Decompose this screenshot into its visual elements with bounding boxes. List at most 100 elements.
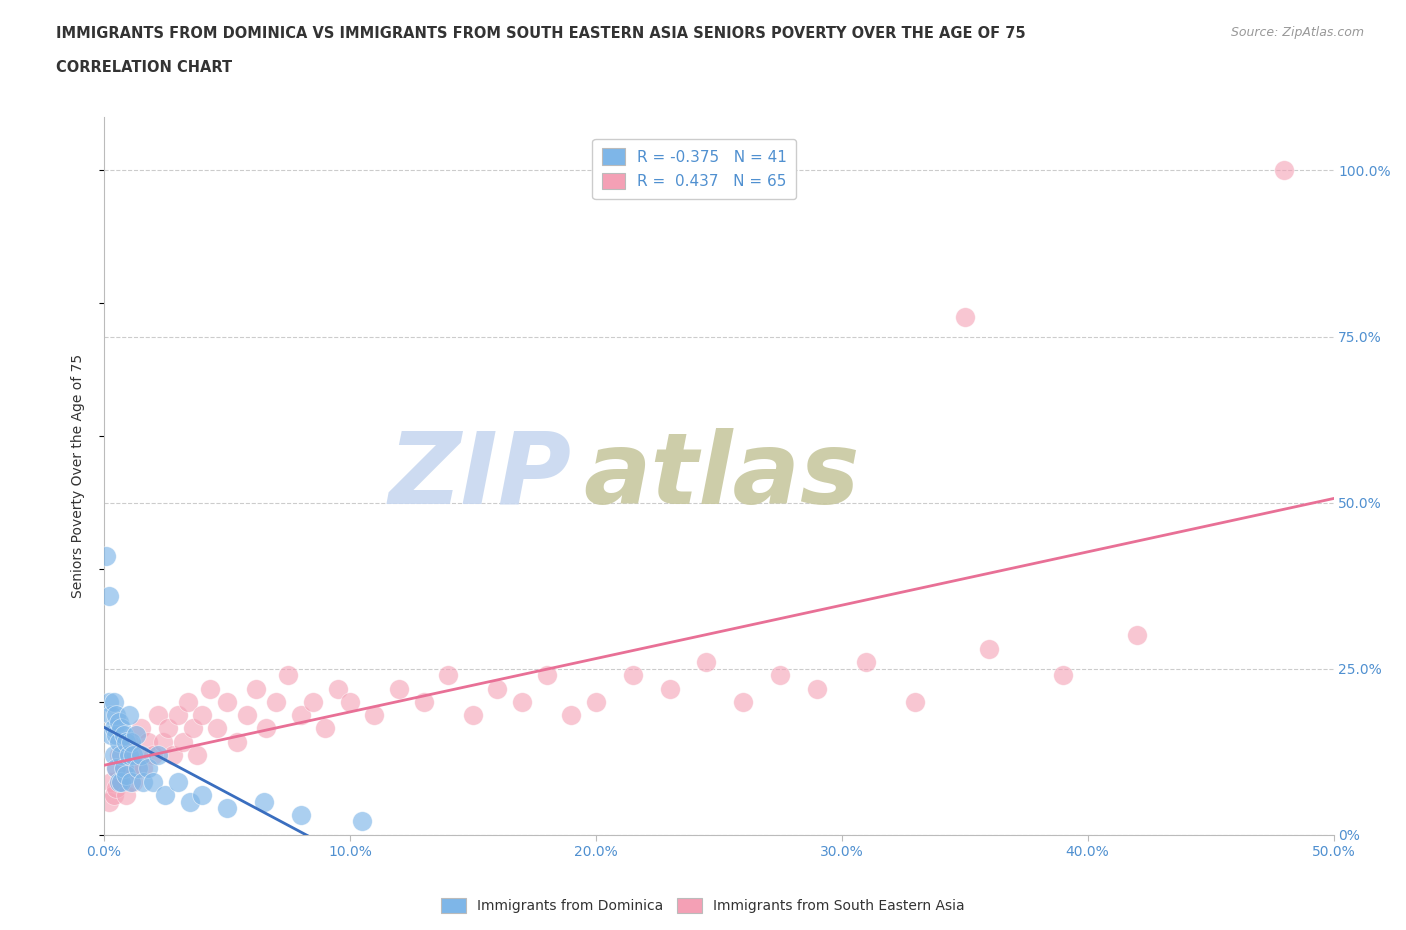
Point bbox=[769, 668, 792, 683]
Legend: R = -0.375   N = 41, R =  0.437   N = 65: R = -0.375 N = 41, R = 0.437 N = 65 bbox=[592, 140, 796, 199]
Legend: Immigrants from Dominica, Immigrants from South Eastern Asia: Immigrants from Dominica, Immigrants fro… bbox=[436, 892, 970, 919]
Point bbox=[1052, 668, 1074, 683]
Point bbox=[110, 774, 132, 789]
Point bbox=[112, 761, 135, 776]
Point bbox=[1126, 628, 1149, 643]
Point bbox=[115, 788, 138, 803]
Point bbox=[112, 727, 135, 742]
Point bbox=[100, 774, 122, 789]
Point bbox=[290, 807, 312, 822]
Point bbox=[560, 708, 582, 723]
Text: CORRELATION CHART: CORRELATION CHART bbox=[56, 60, 232, 75]
Point bbox=[155, 788, 177, 803]
Point bbox=[235, 708, 257, 723]
Point bbox=[621, 668, 644, 683]
Point bbox=[105, 781, 128, 796]
Point bbox=[117, 708, 139, 723]
Point bbox=[225, 735, 247, 750]
Point bbox=[290, 708, 312, 723]
Point bbox=[129, 721, 152, 736]
Point bbox=[904, 695, 927, 710]
Point bbox=[855, 655, 877, 670]
Point bbox=[162, 748, 184, 763]
Point bbox=[437, 668, 460, 683]
Point bbox=[115, 735, 138, 750]
Point bbox=[585, 695, 607, 710]
Point bbox=[695, 655, 717, 670]
Point bbox=[314, 721, 336, 736]
Point bbox=[125, 748, 148, 763]
Point bbox=[105, 708, 128, 723]
Point bbox=[486, 681, 509, 696]
Point bbox=[132, 761, 155, 776]
Point bbox=[97, 794, 120, 809]
Point bbox=[302, 695, 325, 710]
Point bbox=[979, 642, 1001, 657]
Point bbox=[107, 714, 129, 729]
Point bbox=[254, 721, 277, 736]
Point bbox=[352, 814, 374, 829]
Point bbox=[156, 721, 179, 736]
Point bbox=[132, 774, 155, 789]
Point bbox=[176, 695, 198, 710]
Point bbox=[953, 309, 976, 324]
Text: Source: ZipAtlas.com: Source: ZipAtlas.com bbox=[1230, 26, 1364, 39]
Point bbox=[122, 748, 145, 763]
Point bbox=[166, 774, 188, 789]
Point bbox=[107, 774, 129, 789]
Point bbox=[110, 774, 132, 789]
Point bbox=[103, 721, 125, 736]
Point bbox=[117, 735, 139, 750]
Point bbox=[186, 748, 208, 763]
Y-axis label: Seniors Poverty Over the Age of 75: Seniors Poverty Over the Age of 75 bbox=[72, 354, 86, 598]
Point bbox=[198, 681, 221, 696]
Point bbox=[105, 761, 128, 776]
Point bbox=[105, 761, 128, 776]
Point bbox=[120, 774, 142, 789]
Point bbox=[152, 735, 174, 750]
Point bbox=[129, 748, 152, 763]
Point bbox=[120, 761, 142, 776]
Point bbox=[536, 668, 558, 683]
Point bbox=[172, 735, 194, 750]
Point bbox=[277, 668, 299, 683]
Point bbox=[166, 708, 188, 723]
Point bbox=[125, 727, 148, 742]
Point bbox=[1272, 163, 1295, 178]
Point bbox=[100, 708, 122, 723]
Point bbox=[122, 774, 145, 789]
Point bbox=[461, 708, 484, 723]
Point bbox=[806, 681, 828, 696]
Point bbox=[388, 681, 411, 696]
Point bbox=[127, 761, 149, 776]
Point bbox=[96, 549, 118, 564]
Point bbox=[136, 761, 159, 776]
Point bbox=[115, 767, 138, 782]
Point bbox=[117, 748, 139, 763]
Point bbox=[146, 708, 169, 723]
Point bbox=[97, 588, 120, 603]
Point bbox=[733, 695, 755, 710]
Point bbox=[97, 695, 120, 710]
Point bbox=[105, 727, 128, 742]
Point bbox=[191, 708, 214, 723]
Point bbox=[412, 695, 434, 710]
Point bbox=[510, 695, 533, 710]
Point bbox=[363, 708, 385, 723]
Point bbox=[142, 748, 165, 763]
Point bbox=[136, 735, 159, 750]
Point bbox=[326, 681, 349, 696]
Point bbox=[181, 721, 204, 736]
Point bbox=[179, 794, 201, 809]
Point bbox=[103, 788, 125, 803]
Point bbox=[142, 774, 165, 789]
Point bbox=[103, 695, 125, 710]
Point bbox=[103, 748, 125, 763]
Point bbox=[215, 695, 238, 710]
Text: ZIP: ZIP bbox=[388, 428, 571, 525]
Point bbox=[120, 735, 142, 750]
Point bbox=[339, 695, 361, 710]
Point bbox=[112, 761, 135, 776]
Point bbox=[205, 721, 228, 736]
Point bbox=[146, 748, 169, 763]
